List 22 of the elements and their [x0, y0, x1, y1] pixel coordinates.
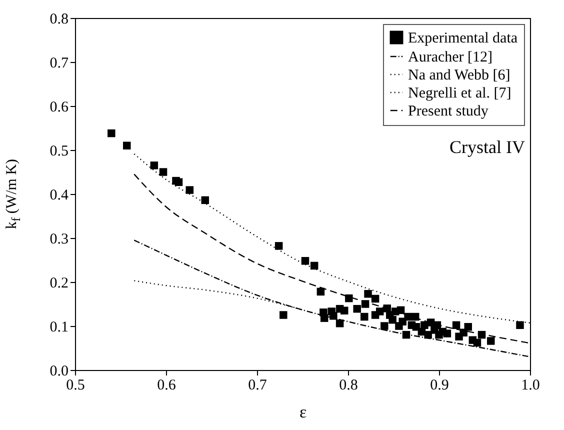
y-tick-label: 0.4	[50, 188, 69, 204]
y-tick-label: 0.3	[50, 232, 68, 248]
y-tick-label: 0.7	[50, 56, 69, 72]
y-tick-label: 0.8	[50, 12, 68, 28]
x-axis-title: ε	[299, 402, 307, 422]
y-tick-label: 0.1	[50, 320, 68, 336]
legend-label: Experimental data	[408, 30, 518, 46]
x-tick-label: 0.8	[339, 378, 358, 394]
legend-label: Negrelli et al. [7]	[408, 86, 512, 102]
y-tick-label: 0.6	[50, 100, 69, 116]
legend-label: Present study	[408, 104, 489, 120]
x-tick-label: 0.5	[66, 378, 85, 394]
legend-label: Na and Webb [6]	[408, 68, 510, 84]
y-tick-label: 0.0	[50, 364, 68, 380]
legend-label: Auracher [12]	[408, 50, 493, 66]
y-tick-label: 0.5	[50, 144, 68, 160]
x-tick-label: 0.9	[430, 378, 449, 394]
x-tick-label: 0.7	[248, 378, 268, 394]
y-tick-label: 0.2	[50, 276, 68, 292]
x-tick-label: 1.0	[521, 378, 540, 394]
x-tick-label: 0.6	[157, 378, 176, 394]
annotation: Crystal IV	[450, 137, 525, 157]
